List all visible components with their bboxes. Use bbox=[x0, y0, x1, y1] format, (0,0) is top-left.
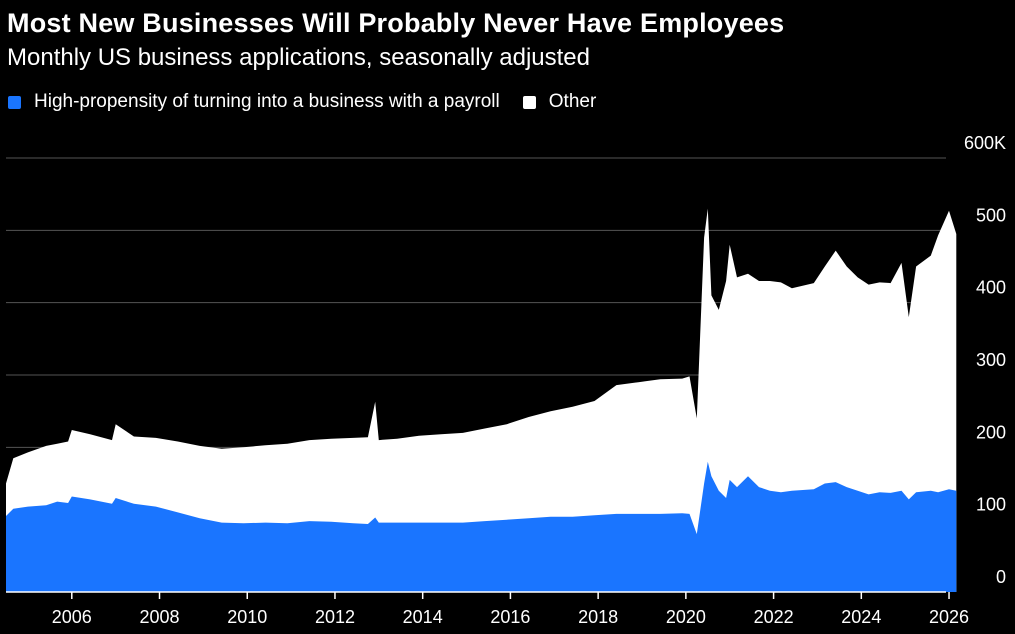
area-high-propensity bbox=[6, 461, 957, 592]
x-tick-label: 2026 bbox=[929, 607, 969, 627]
y-tick-label: 600K bbox=[964, 133, 1006, 153]
y-tick-label: 500 bbox=[976, 205, 1006, 225]
area-series bbox=[6, 208, 957, 592]
legend-item-other: Other bbox=[522, 91, 597, 113]
x-tick-label: 2022 bbox=[754, 607, 794, 627]
x-tick-label: 2020 bbox=[666, 607, 706, 627]
x-tick-label: 2018 bbox=[578, 607, 618, 627]
y-tick-label: 300 bbox=[976, 350, 1006, 370]
y-tick-label: 0 bbox=[996, 567, 1006, 587]
axes: 0 100 200 300 400 500 600K 2006 2008 2010 2012 2014… bbox=[6, 133, 1006, 627]
x-tick-label: 2010 bbox=[227, 607, 267, 627]
x-tick-label: 2014 bbox=[403, 607, 443, 627]
y-tick-label: 200 bbox=[976, 422, 1006, 442]
x-tick-label: 2024 bbox=[841, 607, 881, 627]
chart-legend: High-propensity of turning into a busine… bbox=[8, 91, 619, 113]
chart-subtitle: Monthly US business applications, season… bbox=[7, 44, 590, 71]
legend-swatch-other bbox=[522, 95, 536, 109]
legend-label-high-propensity: High-propensity of turning into a busine… bbox=[34, 91, 500, 112]
x-tick-label: 2008 bbox=[139, 607, 179, 627]
y-tick-label: 400 bbox=[976, 278, 1006, 298]
x-tick-label: 2016 bbox=[490, 607, 530, 627]
legend-swatch-high-propensity bbox=[8, 95, 21, 109]
x-tick-label: 2006 bbox=[52, 607, 92, 627]
chart-title: Most New Businesses Will Probably Never … bbox=[7, 8, 785, 38]
x-tick-label: 2012 bbox=[315, 607, 355, 627]
legend-item-high-propensity: High-propensity of turning into a busine… bbox=[8, 91, 500, 113]
y-tick-label: 100 bbox=[976, 495, 1006, 515]
legend-label-other: Other bbox=[548, 91, 597, 112]
